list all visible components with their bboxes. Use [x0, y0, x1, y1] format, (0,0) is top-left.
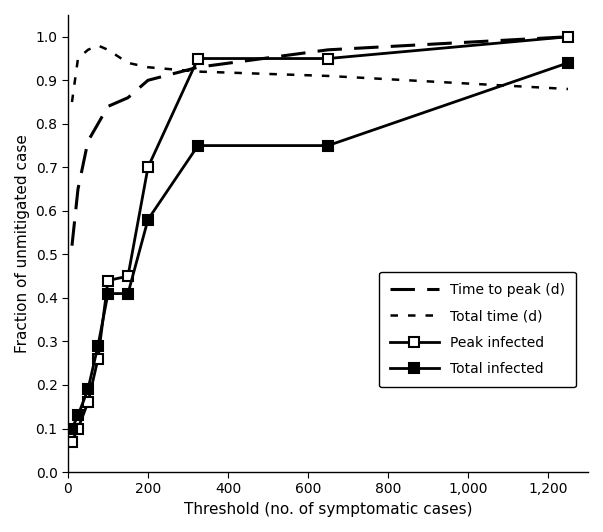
- Total time (d): [194, 69, 201, 75]
- Total time (d): [564, 86, 572, 92]
- Peak infected: [94, 356, 101, 362]
- Total infected: [68, 425, 75, 431]
- Legend: Time to peak (d), Total time (d), Peak infected, Total infected: Time to peak (d), Total time (d), Peak i…: [379, 272, 576, 387]
- Time to peak (d): [564, 34, 572, 40]
- Time to peak (d): [104, 103, 112, 110]
- Total infected: [194, 143, 201, 149]
- Time to peak (d): [124, 95, 131, 101]
- Peak infected: [564, 34, 572, 40]
- Peak infected: [324, 55, 332, 62]
- Total infected: [84, 386, 92, 393]
- Total infected: [324, 143, 332, 149]
- Peak infected: [68, 438, 75, 445]
- Line: Time to peak (d): Time to peak (d): [72, 37, 568, 246]
- Total infected: [564, 60, 572, 66]
- Total time (d): [94, 42, 101, 48]
- Peak infected: [194, 55, 201, 62]
- Time to peak (d): [94, 121, 101, 127]
- Total time (d): [84, 47, 92, 53]
- Total time (d): [324, 73, 332, 79]
- Total infected: [104, 290, 112, 297]
- Time to peak (d): [144, 77, 151, 84]
- Time to peak (d): [194, 64, 201, 70]
- Total time (d): [68, 99, 75, 105]
- Total time (d): [124, 60, 131, 66]
- Peak infected: [104, 277, 112, 284]
- Total infected: [144, 217, 151, 223]
- Total time (d): [104, 47, 112, 53]
- Total infected: [124, 290, 131, 297]
- Line: Total time (d): Total time (d): [72, 45, 568, 102]
- Time to peak (d): [68, 243, 75, 249]
- Peak infected: [74, 425, 81, 431]
- Time to peak (d): [84, 138, 92, 144]
- Peak infected: [124, 273, 131, 279]
- Peak infected: [84, 399, 92, 405]
- Line: Peak infected: Peak infected: [67, 32, 573, 446]
- Total time (d): [144, 64, 151, 70]
- Line: Total infected: Total infected: [67, 58, 573, 434]
- Time to peak (d): [324, 47, 332, 53]
- Peak infected: [144, 164, 151, 171]
- Total infected: [74, 412, 81, 419]
- Total time (d): [74, 55, 81, 62]
- Y-axis label: Fraction of unmitigated case: Fraction of unmitigated case: [15, 134, 30, 353]
- Total infected: [94, 343, 101, 349]
- X-axis label: Threshold (no. of symptomatic cases): Threshold (no. of symptomatic cases): [184, 502, 472, 517]
- Time to peak (d): [74, 186, 81, 192]
